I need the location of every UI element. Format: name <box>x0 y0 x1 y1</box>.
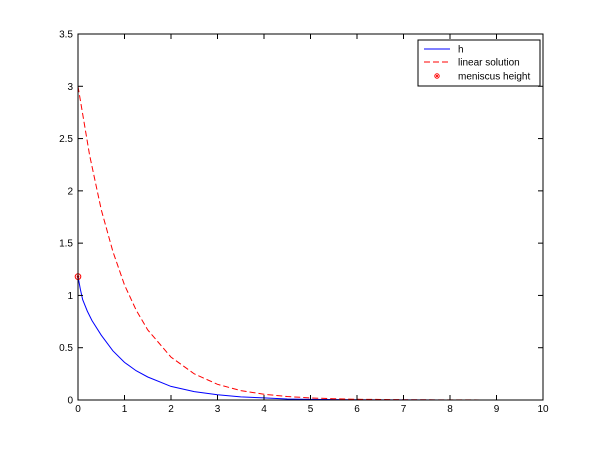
y-tick-label: 1.5 <box>59 239 73 250</box>
x-tick-label: 6 <box>354 404 360 415</box>
x-tick-label: 0 <box>75 404 81 415</box>
x-tick-label: 10 <box>537 404 549 415</box>
axes-box <box>77 33 544 401</box>
series-line-h <box>77 276 544 401</box>
x-tick-label: 7 <box>401 404 407 415</box>
y-tick-label: 2 <box>67 186 73 197</box>
x-tick-label: 4 <box>261 404 267 415</box>
y-tick-label: 2.5 <box>59 134 73 145</box>
x-tick-label: 9 <box>494 404 500 415</box>
x-tick-label: 1 <box>122 404 128 415</box>
x-tick-label: 8 <box>447 404 453 415</box>
y-tick-label: 1 <box>67 291 73 302</box>
x-tick-label: 3 <box>215 404 221 415</box>
legend-marker-meniscus-height <box>434 73 440 79</box>
x-tick-label: 5 <box>308 404 314 415</box>
y-tick-label: 3 <box>67 82 73 93</box>
y-tick-label: 3.5 <box>59 30 73 41</box>
legend: h linear solution meniscus height <box>417 39 541 87</box>
y-tick-label: 0 <box>67 396 73 407</box>
legend-label-h: h <box>458 45 464 56</box>
legend-label-linear-solution: linear solution <box>458 58 520 69</box>
legend-label-meniscus-height: meniscus height <box>458 72 530 83</box>
series-line-linear-solution <box>77 86 544 401</box>
y-tick-label: 0.5 <box>59 343 73 354</box>
x-tick-label: 2 <box>168 404 174 415</box>
